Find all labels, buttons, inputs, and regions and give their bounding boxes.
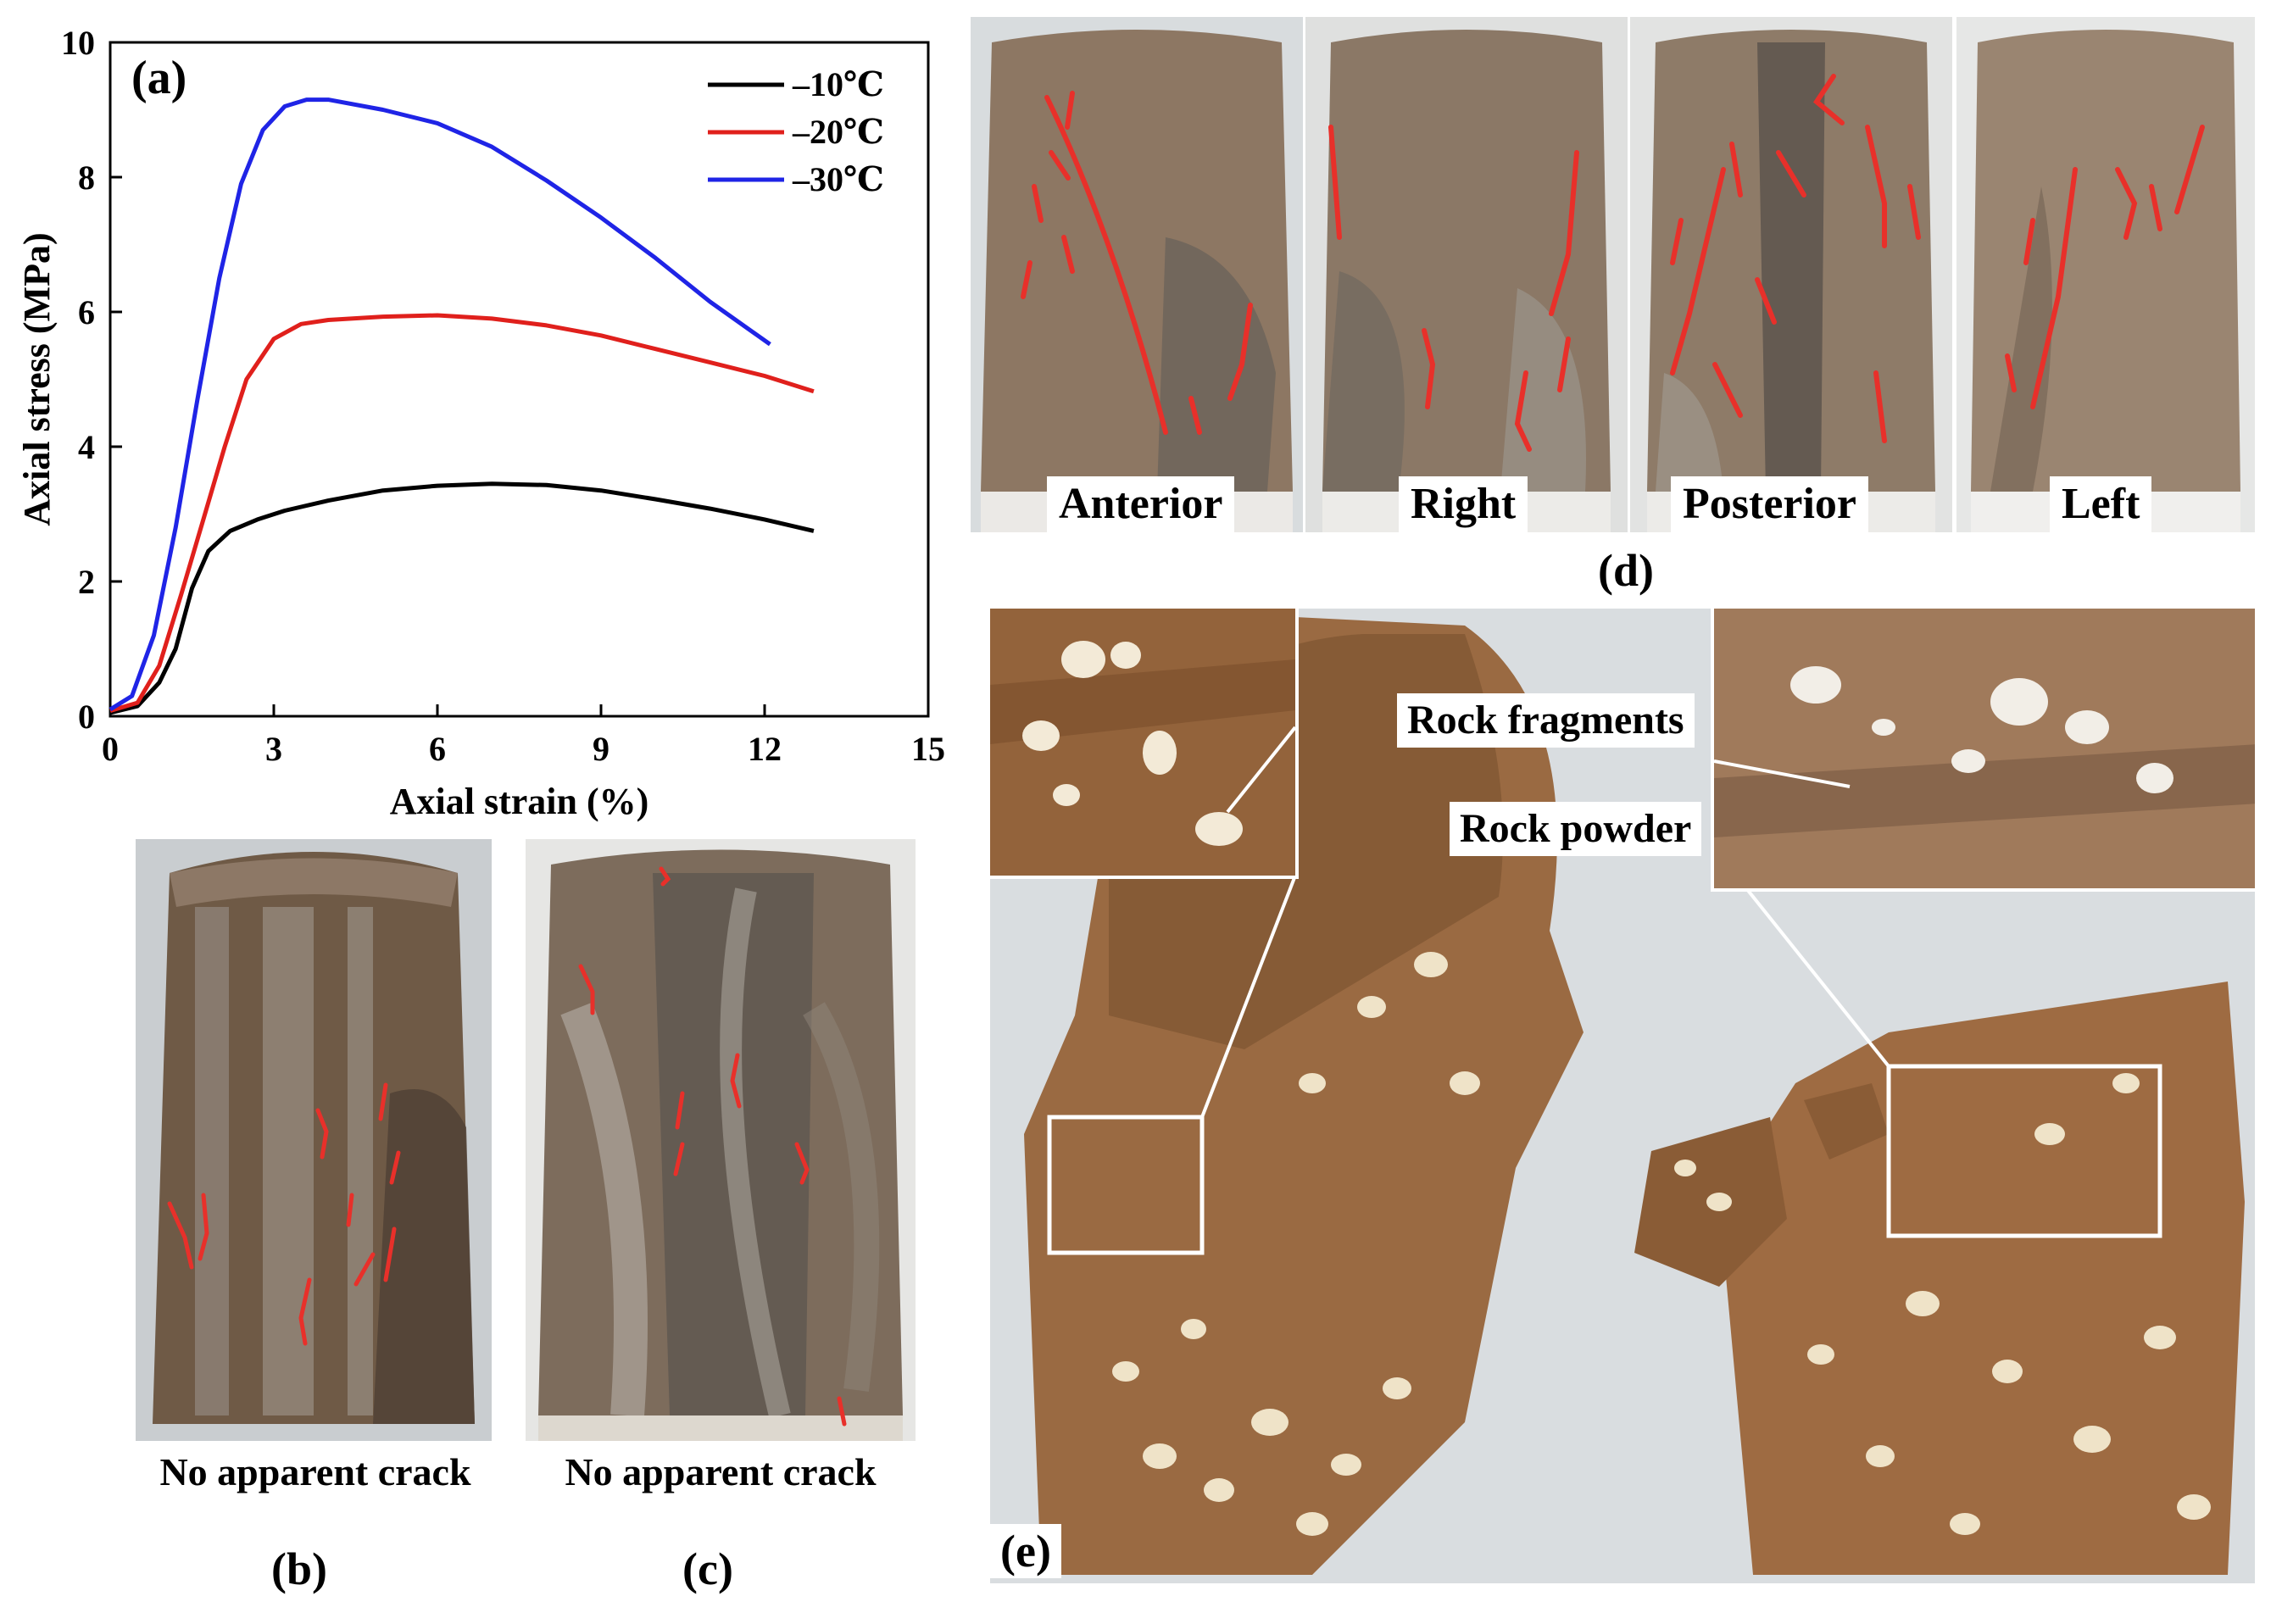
- view-label-left: Left: [2050, 476, 2152, 532]
- specimen-d-left-photo: Left: [1956, 17, 2255, 532]
- y-tick-label: 0: [78, 698, 95, 736]
- legend-label-3: –30℃: [792, 160, 884, 198]
- legend-label-1: –10℃: [792, 65, 884, 103]
- y-tick-label: 4: [78, 428, 95, 466]
- caption-b: No apparent crack: [159, 1450, 471, 1493]
- x-tick-label: 0: [102, 730, 119, 768]
- x-axis-label: Axial strain (%): [390, 781, 649, 822]
- x-tick-label: 12: [748, 730, 782, 768]
- specimen-d-posterior-photo: Posterior: [1630, 17, 1952, 532]
- series-line-2: [109, 313, 815, 713]
- panel-label-c: (c): [682, 1543, 733, 1594]
- y-tick-label: 2: [78, 563, 95, 601]
- y-tick-label: 8: [78, 159, 95, 197]
- legend-label-2: –20℃: [792, 113, 884, 151]
- x-tick-label: 9: [593, 730, 609, 768]
- x-tick-label: 6: [429, 730, 446, 768]
- plot-frame: [109, 41, 930, 718]
- x-tick-label: 15: [911, 730, 945, 768]
- panel-label-a: (a): [131, 52, 186, 104]
- specimen-c-photo: [526, 839, 916, 1441]
- view-label-anterior: Anterior: [1047, 476, 1235, 532]
- x-tick-label: 3: [265, 730, 282, 768]
- specimen-d-right-photo: Right: [1305, 17, 1628, 532]
- stress-strain-chart: 0 3 6 9 12 15 0 2 4 6 8 10 Axial strain (%) Axial str…: [16, 24, 945, 822]
- view-label-posterior: Posterior: [1671, 476, 1869, 532]
- specimen-b-photo: [136, 839, 492, 1441]
- callout-rock-powder: Rock powder: [1450, 802, 1702, 856]
- view-label-right: Right: [1399, 476, 1528, 532]
- y-tick-label: 6: [78, 293, 95, 331]
- callout-rock-fragments: Rock fragments: [1397, 693, 1695, 748]
- panel-label-b: (b): [271, 1543, 327, 1594]
- panel-label-e: (e): [990, 1524, 1061, 1578]
- series-line-3: [109, 97, 771, 712]
- caption-c: No apparent crack: [565, 1450, 877, 1493]
- panel-label-d: (d): [1598, 545, 1654, 596]
- inset-rock-powder-photo: [1711, 609, 2255, 892]
- y-tick-label: 10: [61, 24, 95, 62]
- series-line-1: [109, 481, 815, 715]
- inset-rock-fragments-photo: [990, 609, 1299, 879]
- specimen-e-photo: Rock fragments Rock powder (e): [990, 609, 2255, 1583]
- y-axis-label: Axial stress (MPa): [16, 232, 58, 526]
- specimen-d-anterior-photo: Anterior: [971, 17, 1303, 532]
